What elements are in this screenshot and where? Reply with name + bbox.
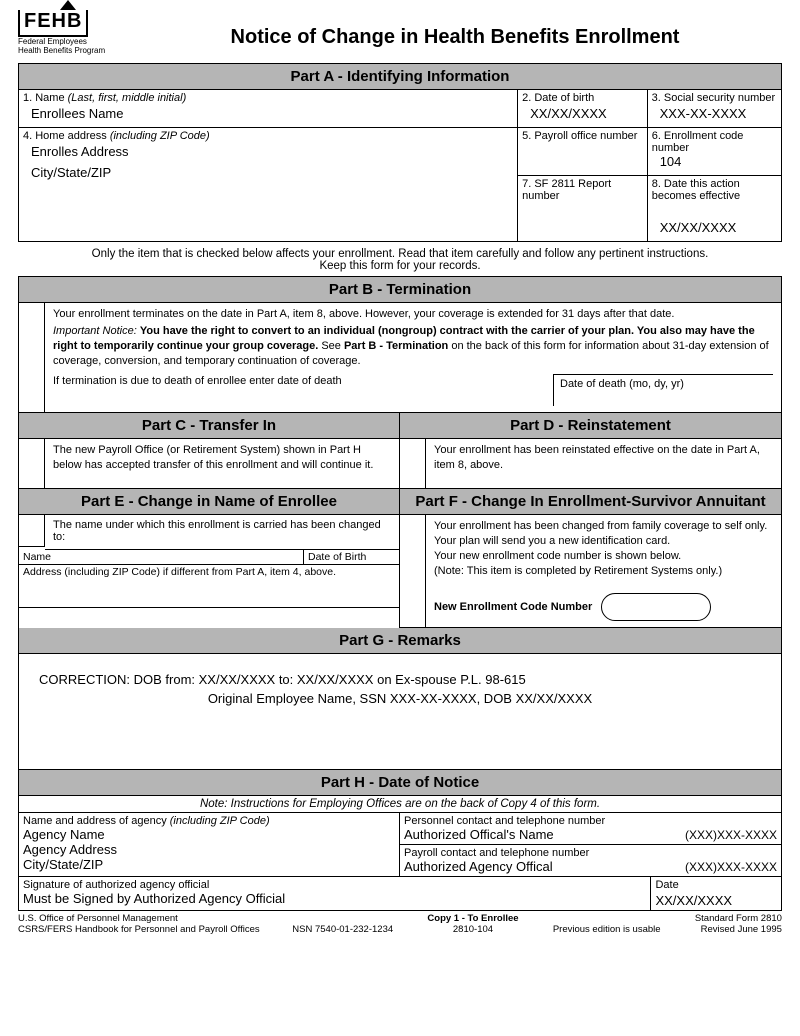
sig-lab: Signature of authorized agency official xyxy=(23,879,646,891)
instr-l2: Keep this form for your records. xyxy=(48,260,752,272)
pers-val: Authorized Offical's Name xyxy=(404,827,605,842)
partEF: Part E - Change in Name of Enrollee The … xyxy=(19,489,781,627)
form-body: Part A - Identifying Information 1. Name… xyxy=(18,63,782,242)
f6-value: 104 xyxy=(652,154,777,173)
f8-value: XX/XX/XXXX xyxy=(652,218,777,239)
f1-label: 1. Name xyxy=(23,92,65,104)
partF-checkbox[interactable] xyxy=(400,515,426,627)
f2-label: 2. Date of birth xyxy=(522,92,643,104)
death-prompt: If termination is due to death of enroll… xyxy=(53,374,553,389)
agency-v1: Agency Name xyxy=(23,827,395,842)
partE-dob-lab: Date of Birth xyxy=(308,551,366,563)
foot-c1b: CSRS/FERS Handbook for Personnel and Pay… xyxy=(18,924,258,935)
partD-header: Part D - Reinstatement xyxy=(400,413,781,439)
f4-hint: (including ZIP Code) xyxy=(110,130,210,142)
partA-row1: 1. Name (Last, first, middle initial) En… xyxy=(19,90,781,128)
foot-c2: NSN 7540-01-232-1234 xyxy=(292,924,393,935)
foot-c5: Previous edition is usable xyxy=(553,924,661,935)
partE-text: The name under which this enrollment is … xyxy=(45,515,399,549)
partC-header: Part C - Transfer In xyxy=(19,413,399,439)
f7-label: 7. SF 2811 Report number xyxy=(522,178,643,202)
partH-header: Part H - Date of Notice xyxy=(19,770,781,796)
pay-lab: Payroll contact and telephone number xyxy=(404,847,589,859)
f2-value: XX/XX/XXXX xyxy=(522,104,643,125)
f4-value2: City/State/ZIP xyxy=(23,163,513,184)
f4-label: 4. Home address xyxy=(23,130,107,142)
partE-header: Part E - Change in Name of Enrollee xyxy=(19,489,399,515)
partA-header: Part A - Identifying Information xyxy=(19,64,781,90)
f6-label: 6. Enrollment code number xyxy=(652,130,777,154)
roof-icon xyxy=(60,0,76,10)
partB-notice-lead: Important Notice: xyxy=(53,325,137,337)
logo-box: FEHB xyxy=(18,10,88,37)
f8-label: 8. Date this action becomes effective xyxy=(652,178,777,202)
pay-val: Authorized Agency Offical xyxy=(404,859,589,874)
agency-lab: Name and address of agency xyxy=(23,815,167,827)
partB-tail1: See xyxy=(318,340,344,352)
death-field[interactable]: Date of death (mo, dy, yr) xyxy=(553,374,773,406)
pers-phone: (XXX)XXX-XXXX xyxy=(685,828,777,842)
foot-c6a: Standard Form 2810 xyxy=(695,913,782,924)
partF-header: Part F - Change In Enrollment-Survivor A… xyxy=(400,489,781,515)
partB-header: Part B - Termination xyxy=(19,277,781,303)
logo-text: FEHB xyxy=(24,10,82,32)
foot-c4: 2810-104 xyxy=(427,924,518,935)
partE-addr-lab: Address (including ZIP Code) if differen… xyxy=(23,566,336,578)
foot-c3: Copy 1 - To Enrollee xyxy=(427,913,518,924)
partB-checkbox[interactable] xyxy=(19,303,45,413)
partB-ref: Part B - Termination xyxy=(344,340,448,352)
partB-body: Your enrollment terminates on the date i… xyxy=(45,303,781,413)
partG-header: Part G - Remarks xyxy=(19,628,781,654)
footer: U.S. Office of Personnel Management CSRS… xyxy=(18,911,782,935)
partF-l2: Your new enrollment code number is shown… xyxy=(434,549,773,564)
partE-name-lab: Name xyxy=(23,551,51,563)
f5-label: 5. Payroll office number xyxy=(522,130,643,142)
date-val: XX/XX/XXXX xyxy=(655,891,777,908)
partG-l2: Original Employee Name, SSN XXX-XX-XXXX,… xyxy=(39,689,761,709)
instr-l1: Only the item that is checked below affe… xyxy=(48,248,752,260)
partH-row1: Name and address of agency (including ZI… xyxy=(19,813,781,877)
date-lab: Date xyxy=(655,879,777,891)
partG-body: CORRECTION: DOB from: XX/XX/XXXX to: XX/… xyxy=(19,654,781,770)
form-title: Notice of Change in Health Benefits Enro… xyxy=(128,26,782,55)
f1-value: Enrollees Name xyxy=(23,104,513,125)
f3-label: 3. Social security number xyxy=(652,92,777,104)
partF-code-lab: New Enrollment Code Number xyxy=(434,601,592,613)
form-header: FEHB Federal Employees Health Benefits P… xyxy=(18,10,782,55)
logo-sub1: Federal Employees xyxy=(18,37,128,46)
partH-note: Note: Instructions for Employing Offices… xyxy=(19,796,781,813)
f4-value1: Enrolles Address xyxy=(23,142,513,163)
logo-sub2: Health Benefits Program xyxy=(18,46,128,55)
code-oval[interactable] xyxy=(601,593,711,621)
partC-text: The new Payroll Office (or Retirement Sy… xyxy=(45,439,399,489)
partD-checkbox[interactable] xyxy=(400,439,426,489)
partF-l1: Your enrollment has been changed from fa… xyxy=(434,519,773,549)
instructions: Only the item that is checked below affe… xyxy=(18,242,782,276)
foot-c1a: U.S. Office of Personnel Management xyxy=(18,913,258,924)
f3-value: XXX-XX-XXXX xyxy=(652,104,777,125)
partF-l3: (Note: This item is completed by Retirem… xyxy=(434,564,773,579)
foot-c6b: Revised June 1995 xyxy=(695,924,782,935)
partH-row2: Signature of authorized agency official … xyxy=(19,877,781,910)
fehb-logo: FEHB Federal Employees Health Benefits P… xyxy=(18,10,128,55)
f1-hint: (Last, first, middle initial) xyxy=(68,92,187,104)
agency-hint: (including ZIP Code) xyxy=(170,815,270,827)
form-parts: Part B - Termination Your enrollment ter… xyxy=(18,276,782,911)
death-label: Date of death (mo, dy, yr) xyxy=(560,378,684,390)
partD-text: Your enrollment has been reinstated effe… xyxy=(426,439,781,489)
partE-checkbox[interactable] xyxy=(19,515,45,547)
partC-checkbox[interactable] xyxy=(19,439,45,489)
pers-lab: Personnel contact and telephone number xyxy=(404,815,605,827)
partB-row: Your enrollment terminates on the date i… xyxy=(19,303,781,413)
agency-v3: City/State/ZIP xyxy=(23,857,395,872)
agency-v2: Agency Address xyxy=(23,842,395,857)
partCD: Part C - Transfer In The new Payroll Off… xyxy=(19,413,781,489)
sig-val: Must be Signed by Authorized Agency Offi… xyxy=(23,891,646,906)
partA-row2: 4. Home address (including ZIP Code) Enr… xyxy=(19,128,781,241)
pay-phone: (XXX)XXX-XXXX xyxy=(685,860,777,874)
partG-l1: CORRECTION: DOB from: XX/XX/XXXX to: XX/… xyxy=(39,670,761,690)
partB-p1: Your enrollment terminates on the date i… xyxy=(53,307,773,322)
